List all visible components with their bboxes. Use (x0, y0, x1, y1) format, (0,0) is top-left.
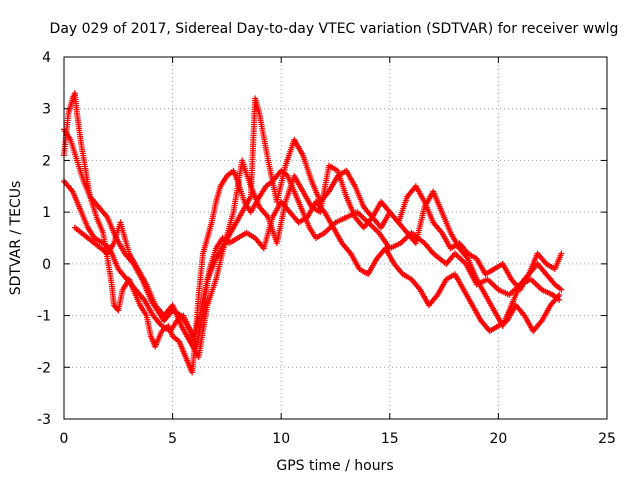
y-tick-label: 4 (42, 50, 51, 66)
grid-lines (64, 57, 607, 419)
x-tick-labels: 0 5 10 15 20 25 (60, 431, 616, 447)
x-tick-label: 20 (489, 431, 507, 447)
y-tick-label: 0 (42, 257, 51, 273)
y-tick-label: -2 (37, 360, 51, 376)
data-point (558, 286, 565, 293)
chart-title: Day 029 of 2017, Sidereal Day-to-day VTE… (50, 21, 619, 37)
series-track-a (61, 90, 563, 376)
series-track-c (61, 178, 563, 350)
y-tick-label: -1 (37, 309, 51, 325)
series-track-b (61, 95, 565, 340)
y-tick-label: 3 (42, 102, 51, 118)
x-tick-label: 10 (272, 431, 290, 447)
y-tick-label: 2 (42, 153, 51, 169)
series-track-d (71, 157, 565, 360)
data-points (61, 90, 565, 376)
y-tick-label: -3 (37, 412, 51, 428)
x-tick-label: 25 (598, 431, 616, 447)
data-point (556, 291, 563, 298)
x-tick-label: 0 (60, 431, 69, 447)
x-axis-label: GPS time / hours (276, 458, 393, 474)
plot-frame (63, 56, 608, 420)
x-tick-label: 15 (381, 431, 399, 447)
axis-ticks (63, 56, 608, 420)
data-point (558, 250, 565, 257)
y-tick-label: 1 (42, 205, 51, 221)
y-tick-labels: -3 -2 -1 0 1 2 3 4 (37, 50, 51, 428)
x-tick-label: 5 (168, 431, 177, 447)
y-axis-label: SDTVAR / TECUs (8, 181, 24, 296)
